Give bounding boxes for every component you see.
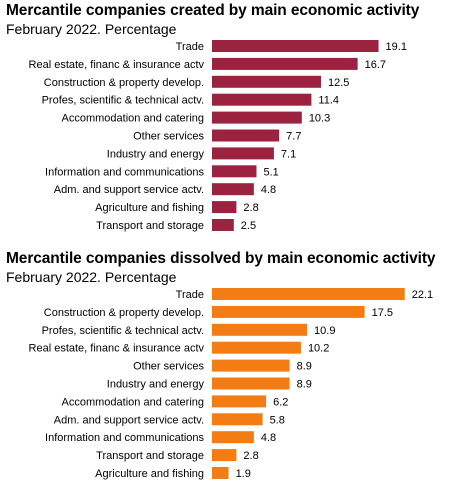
chart-dissolved-title: Mercantile companies dissolved by main e…: [6, 250, 436, 267]
dissolved-bar: [212, 323, 308, 336]
dissolved-value-label: 6.2: [273, 396, 288, 408]
dissolved-bar: [212, 359, 290, 372]
created-value-label: 11.4: [318, 95, 339, 107]
dissolved-bar: [212, 341, 301, 354]
created-value-label: 4.8: [261, 184, 276, 196]
created-bar: [212, 165, 257, 178]
dissolved-value-label: 2.8: [243, 450, 258, 462]
chart-created-title: Mercantile companies created by main eco…: [6, 2, 420, 19]
created-value-label: 7.1: [281, 148, 296, 160]
dissolved-category-label: Other services: [133, 361, 204, 373]
dissolved-category-label: Real estate, financ & insurance actv: [29, 343, 205, 355]
dissolved-category-label: Transport and storage: [96, 450, 204, 462]
dissolved-value-label: 22.1: [412, 289, 433, 301]
dissolved-bar: [212, 467, 229, 479]
created-value-label: 2.5: [241, 220, 256, 232]
dissolved-category-label: Industry and energy: [107, 379, 205, 391]
dissolved-category-label: Construction & property develop.: [44, 307, 204, 319]
dissolved-value-label: 8.9: [297, 379, 312, 391]
dissolved-bar: [212, 288, 405, 300]
dissolved-value-label: 8.9: [297, 361, 312, 373]
created-category-label: Other services: [133, 131, 204, 143]
created-bar: [212, 75, 321, 88]
created-value-label: 2.8: [243, 202, 258, 214]
created-value-label: 10.3: [309, 113, 330, 125]
created-bar: [212, 111, 302, 124]
dissolved-category-label: Trade: [176, 289, 204, 301]
chart-dissolved-panel: Trade 22.1 Construction & property develop…: [0, 248, 466, 493]
created-bar: [212, 129, 280, 142]
created-category-label: Transport and storage: [96, 220, 204, 232]
created-bar: [212, 219, 234, 231]
created-bar: [212, 93, 312, 106]
dissolved-value-label: 10.9: [314, 325, 335, 337]
dissolved-category-label: Adm. and support service actv.: [54, 414, 204, 426]
created-value-label: 12.5: [328, 77, 349, 89]
created-category-label: Profes, scientific & technical actv.: [42, 95, 204, 107]
dissolved-bar: [212, 449, 237, 462]
dissolved-bar: [212, 377, 290, 390]
chart-dissolved-subtitle: February 2022. Percentage: [6, 269, 177, 285]
created-category-label: Industry and energy: [107, 148, 205, 160]
created-category-label: Accommodation and catering: [62, 113, 204, 125]
created-category-label: Agriculture and fishing: [95, 202, 204, 214]
created-value-label: 19.1: [386, 41, 407, 53]
dissolved-bar: [212, 305, 365, 318]
dissolved-bar: [212, 431, 254, 444]
created-value-label: 16.7: [365, 59, 386, 71]
dissolved-bar: [212, 413, 263, 426]
chart-created-panel: Trade 19.1 Real estate, financ & insurance…: [0, 0, 466, 245]
created-category-label: Real estate, financ & insurance actv: [29, 59, 205, 71]
created-value-label: 7.7: [286, 131, 301, 143]
chart-created-subtitle: February 2022. Percentage: [6, 21, 177, 37]
dissolved-value-label: 5.8: [270, 414, 285, 426]
created-bar: [212, 201, 237, 214]
chart-created-plot: Trade 19.1 Real estate, financ & insurance…: [29, 40, 407, 232]
dissolved-category-label: Information and communications: [45, 432, 204, 444]
dissolved-value-label: 10.2: [308, 343, 329, 355]
created-category-label: Construction & property develop.: [44, 77, 204, 89]
dissolved-value-label: 17.5: [372, 307, 393, 319]
created-value-label: 5.1: [263, 166, 278, 178]
created-category-label: Adm. and support service actv.: [54, 184, 204, 196]
created-bar: [212, 57, 358, 70]
dissolved-bar: [212, 395, 267, 408]
created-bar: [212, 183, 254, 196]
created-category-label: Trade: [176, 41, 204, 53]
dissolved-value-label: 1.9: [236, 468, 251, 480]
created-bar: [212, 147, 274, 160]
dissolved-category-label: Accommodation and catering: [62, 396, 204, 408]
dissolved-category-label: Agriculture and fishing: [95, 468, 204, 480]
dissolved-category-label: Profes, scientific & technical actv.: [42, 325, 204, 337]
created-category-label: Information and communications: [45, 166, 204, 178]
created-bar: [212, 40, 379, 52]
dissolved-value-label: 4.8: [261, 432, 276, 444]
chart-dissolved-plot: Trade 22.1 Construction & property develop…: [29, 288, 433, 480]
